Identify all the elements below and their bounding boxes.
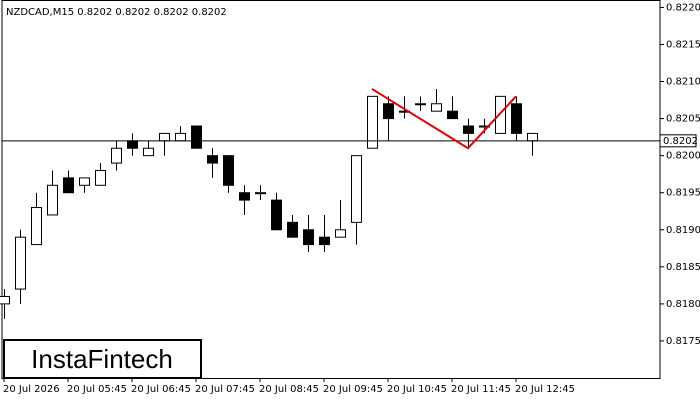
candle-body <box>143 147 154 157</box>
price-label: 0.8202 <box>663 136 698 147</box>
x-tick-label: 20 Jul 10:45 <box>387 384 447 395</box>
candle-body <box>335 229 346 238</box>
candle-body <box>415 103 426 106</box>
candle-body <box>239 192 250 201</box>
candle-body <box>175 132 186 142</box>
candle-body <box>111 147 122 164</box>
candle-body <box>95 169 106 186</box>
x-tick-label: 20 Jul 2026 <box>3 384 60 395</box>
y-tick-label: 0.8195 <box>666 188 700 199</box>
candle-body <box>447 110 458 120</box>
y-tick-label: 0.8190 <box>666 225 700 236</box>
candle-body <box>383 103 394 120</box>
candle-body <box>255 192 266 195</box>
x-tick-label: 20 Jul 09:45 <box>323 384 383 395</box>
candle-body <box>207 155 218 164</box>
price-label-box <box>659 134 697 148</box>
candle-body <box>431 103 442 112</box>
candle-body <box>527 132 538 142</box>
candle-body <box>63 177 74 194</box>
candle-body <box>47 184 58 216</box>
y-tick-label: 0.8180 <box>666 299 700 310</box>
candle-body <box>0 295 10 305</box>
candle-body <box>511 103 522 134</box>
y-tick-label: 0.8220 <box>666 2 700 13</box>
candle-body <box>303 229 314 246</box>
x-tick-label: 20 Jul 07:45 <box>195 384 255 395</box>
logo: InstaFintech <box>31 344 173 374</box>
pattern-line <box>371 88 517 150</box>
candle-body <box>191 125 202 149</box>
x-tick-label: 20 Jul 05:45 <box>67 384 127 395</box>
candle-body <box>351 155 362 223</box>
candle-body <box>463 125 474 134</box>
y-tick-label: 0.8215 <box>666 39 700 50</box>
candle-body <box>223 155 234 186</box>
candle-body <box>287 221 298 238</box>
logo-box <box>3 339 202 379</box>
chart-title: NZDCAD,M15 0.8202 0.8202 0.8202 0.8202 <box>6 7 227 18</box>
candle-body <box>479 125 490 128</box>
candle-body <box>495 95 506 134</box>
candle-body <box>159 132 170 142</box>
y-tick-label: 0.8185 <box>666 262 700 273</box>
candle-body <box>127 140 138 149</box>
x-tick-label: 20 Jul 11:45 <box>451 384 511 395</box>
x-tick-label: 20 Jul 08:45 <box>259 384 319 395</box>
x-tick-label: 20 Jul 06:45 <box>131 384 191 395</box>
y-tick-label: 0.8210 <box>666 77 700 88</box>
y-tick-label: 0.8205 <box>666 114 700 125</box>
candle-body <box>319 236 330 246</box>
candle-body <box>79 177 90 186</box>
y-tick-label: 0.8175 <box>666 336 700 347</box>
candle-body <box>367 95 378 149</box>
y-tick-label: 0.8200 <box>666 151 700 162</box>
candle-body <box>31 207 42 246</box>
candle-body <box>15 236 26 290</box>
plot-frame <box>1 0 661 379</box>
candle-body <box>271 199 282 231</box>
x-tick-label: 20 Jul 12:45 <box>515 384 575 395</box>
